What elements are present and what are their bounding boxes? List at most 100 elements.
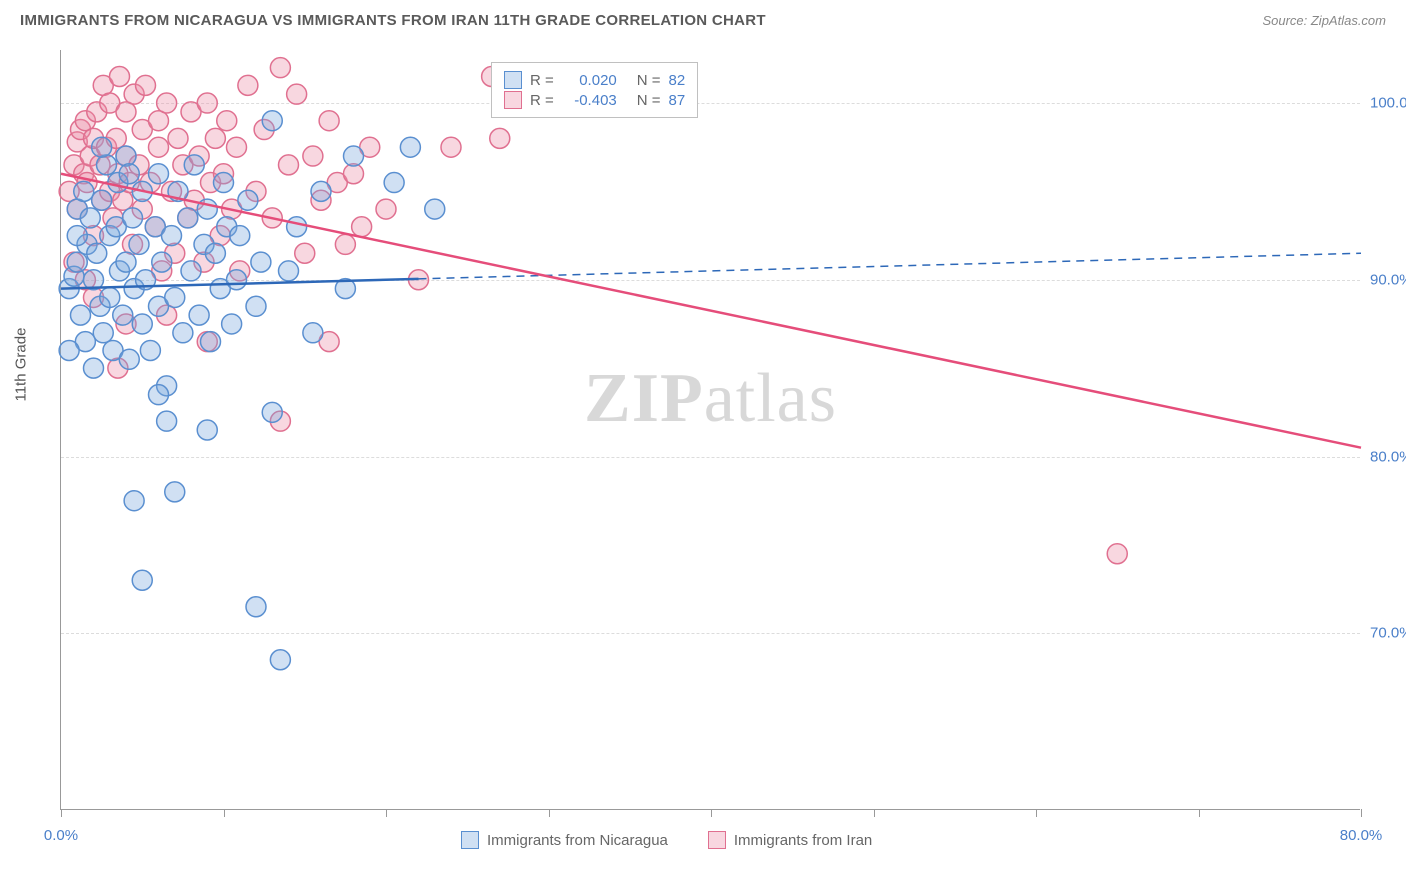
- data-point: [123, 208, 143, 228]
- legend-swatch-nicaragua-icon: [461, 831, 479, 849]
- source-link[interactable]: ZipAtlas.com: [1311, 13, 1386, 28]
- data-point: [201, 332, 221, 352]
- y-tick-label: 70.0%: [1370, 625, 1406, 642]
- data-point: [116, 146, 136, 166]
- data-point: [287, 84, 307, 104]
- x-tick-label: 80.0%: [1340, 827, 1383, 844]
- legend-row-nicaragua: R = 0.020 N = 82: [504, 71, 685, 89]
- data-point: [490, 128, 510, 148]
- data-point: [152, 252, 172, 272]
- data-point: [238, 75, 258, 95]
- x-tick: [874, 809, 875, 817]
- chart-title: IMMIGRANTS FROM NICARAGUA VS IMMIGRANTS …: [20, 12, 766, 29]
- data-point: [214, 173, 234, 193]
- data-point: [165, 482, 185, 502]
- source-attribution: Source: ZipAtlas.com: [1262, 13, 1386, 28]
- data-point: [246, 597, 266, 617]
- data-point: [311, 181, 331, 201]
- data-point: [119, 349, 139, 369]
- data-point: [157, 93, 177, 113]
- data-point: [279, 155, 299, 175]
- data-point: [230, 226, 250, 246]
- data-point: [205, 128, 225, 148]
- data-point: [100, 287, 120, 307]
- data-point: [181, 261, 201, 281]
- data-point: [246, 296, 266, 316]
- data-point: [441, 137, 461, 157]
- data-point: [110, 67, 130, 87]
- data-point: [238, 190, 258, 210]
- plot-area: 70.0%80.0%90.0%100.0% ZIPatlas R = 0.020…: [60, 50, 1360, 810]
- data-point: [92, 137, 112, 157]
- data-point: [344, 146, 364, 166]
- data-point: [93, 323, 113, 343]
- data-point: [173, 323, 193, 343]
- x-tick: [1361, 809, 1362, 817]
- data-point: [165, 287, 185, 307]
- data-point: [84, 358, 104, 378]
- data-point: [113, 305, 133, 325]
- y-tick-label: 80.0%: [1370, 448, 1406, 465]
- data-point: [189, 305, 209, 325]
- data-point: [335, 234, 355, 254]
- data-point: [319, 111, 339, 131]
- correlation-legend: R = 0.020 N = 82 R = -0.403 N = 87: [491, 62, 698, 118]
- data-point: [136, 75, 156, 95]
- data-point: [400, 137, 420, 157]
- legend-row-iran: R = -0.403 N = 87: [504, 91, 685, 109]
- data-point: [227, 270, 247, 290]
- data-point: [149, 164, 169, 184]
- legend-swatch-iran-icon: [708, 831, 726, 849]
- data-point: [205, 243, 225, 263]
- x-tick: [61, 809, 62, 817]
- data-point: [376, 199, 396, 219]
- x-tick: [386, 809, 387, 817]
- data-point: [67, 226, 87, 246]
- data-point: [303, 323, 323, 343]
- data-point: [132, 570, 152, 590]
- data-point: [178, 208, 198, 228]
- legend-swatch-iran: [504, 91, 522, 109]
- data-point: [132, 314, 152, 334]
- data-point: [251, 252, 271, 272]
- data-point: [270, 58, 290, 78]
- data-point: [197, 93, 217, 113]
- data-point: [87, 243, 107, 263]
- data-point: [119, 164, 139, 184]
- data-point: [425, 199, 445, 219]
- data-point: [262, 111, 282, 131]
- y-axis-label: 11th Grade: [13, 327, 30, 401]
- legend-swatch-nicaragua: [504, 71, 522, 89]
- data-point: [184, 155, 204, 175]
- data-point: [352, 217, 372, 237]
- data-point: [279, 261, 299, 281]
- chart-container: 70.0%80.0%90.0%100.0% ZIPatlas R = 0.020…: [60, 50, 1360, 810]
- x-tick: [711, 809, 712, 817]
- x-tick: [1036, 809, 1037, 817]
- data-point: [168, 128, 188, 148]
- data-point: [287, 217, 307, 237]
- data-point: [97, 155, 117, 175]
- data-point: [217, 111, 237, 131]
- series-legend: Immigrants from Nicaragua Immigrants fro…: [461, 831, 872, 849]
- data-point: [80, 208, 100, 228]
- data-point: [197, 420, 217, 440]
- data-point: [295, 243, 315, 263]
- data-point: [140, 340, 160, 360]
- x-tick-label: 0.0%: [44, 827, 78, 844]
- data-point: [1107, 544, 1127, 564]
- data-point: [262, 402, 282, 422]
- data-point: [74, 181, 94, 201]
- data-point: [270, 650, 290, 670]
- data-point: [384, 173, 404, 193]
- data-point: [303, 146, 323, 166]
- data-point: [129, 234, 149, 254]
- data-point: [92, 190, 112, 210]
- data-point: [157, 411, 177, 431]
- data-point: [162, 226, 182, 246]
- y-tick-label: 90.0%: [1370, 271, 1406, 288]
- data-point: [149, 137, 169, 157]
- legend-item-nicaragua: Immigrants from Nicaragua: [461, 831, 668, 849]
- data-point: [149, 385, 169, 405]
- data-point: [124, 491, 144, 511]
